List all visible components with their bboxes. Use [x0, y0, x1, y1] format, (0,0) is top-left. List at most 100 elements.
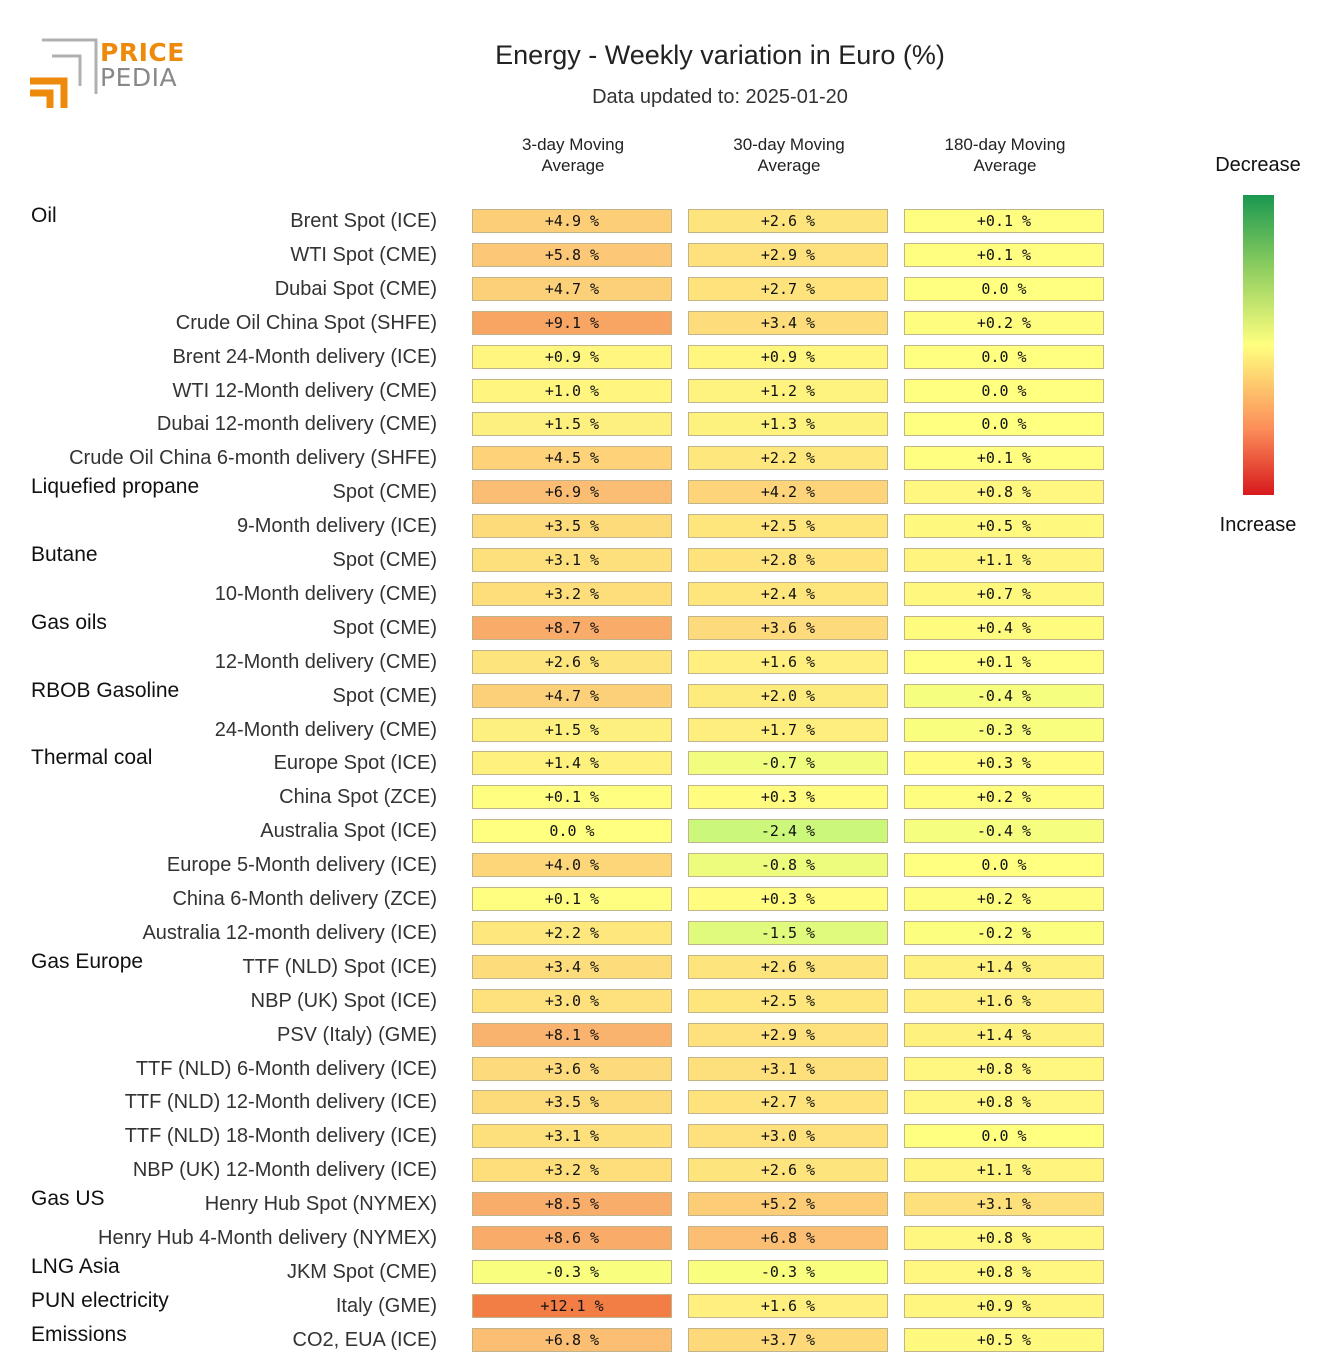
value-cell: -0.3 % — [688, 1259, 888, 1284]
value-cell: +1.7 % — [688, 717, 888, 742]
value-cell: +0.5 % — [904, 1327, 1104, 1352]
row-label: Henry Hub 4-Month delivery (NYMEX) — [98, 1227, 437, 1249]
value-cell: +2.7 % — [688, 1090, 888, 1115]
value-cell: +5.2 % — [688, 1192, 888, 1217]
value-cell: 0.0 % — [904, 344, 1104, 369]
value-cell: +0.9 % — [688, 344, 888, 369]
value-cell: +8.1 % — [472, 1022, 672, 1047]
value-cell: +8.7 % — [472, 615, 672, 640]
row-label: WTI Spot (CME) — [290, 243, 437, 266]
group-label: PUN electricity — [31, 1288, 169, 1312]
value-cell: +0.8 % — [904, 480, 1104, 505]
row-label: China 6-Month delivery (ZCE) — [172, 888, 437, 910]
group-label: RBOB Gasoline — [31, 678, 180, 702]
row-label: Europe Spot (ICE) — [273, 752, 437, 775]
column-header-line: Average — [757, 156, 821, 175]
value-cell: -0.7 % — [688, 751, 888, 776]
value-cell: +0.8 % — [904, 1090, 1104, 1115]
row-label: JKM Spot (CME) — [286, 1260, 437, 1283]
value-cell: +0.1 % — [904, 649, 1104, 674]
group-label: Oil — [31, 204, 57, 227]
value-cell: +2.6 % — [688, 209, 888, 233]
column-header-3day: 3-day Moving Average — [472, 134, 674, 176]
row-label: Australia Spot (ICE) — [260, 820, 437, 843]
value-cell: +1.4 % — [904, 954, 1104, 979]
value-cell: +3.7 % — [688, 1327, 888, 1352]
value-cell: +0.9 % — [472, 344, 672, 369]
value-cell: -0.8 % — [688, 853, 888, 878]
row-label: Italy (GME) — [335, 1294, 437, 1317]
value-cell: +0.7 % — [904, 581, 1104, 606]
logo-text-pedia: PEDIA — [100, 63, 178, 92]
column-header-line: 30-day Moving — [733, 135, 845, 154]
value-cell: +1.1 % — [904, 548, 1104, 572]
value-cell: +2.6 % — [688, 954, 888, 979]
group-label: LNG Asia — [31, 1254, 120, 1278]
value-cell: +0.8 % — [904, 1056, 1104, 1081]
value-cell: +2.2 % — [472, 920, 672, 945]
value-cell: +2.2 % — [688, 446, 888, 471]
column-header-line: Average — [973, 156, 1037, 175]
legend-color-scale — [1243, 195, 1274, 495]
column-header-30day: 30-day Moving Average — [688, 134, 890, 176]
value-cell: +3.0 % — [688, 1124, 888, 1149]
value-cell: +3.6 % — [472, 1056, 672, 1081]
legend-top-label: Decrease — [1215, 154, 1301, 176]
value-cell: +0.1 % — [472, 887, 672, 911]
row-label: Brent Spot (ICE) — [290, 210, 437, 232]
row-label: TTF (NLD) 12-Month delivery (ICE) — [124, 1091, 437, 1114]
logo-mark-icon — [30, 38, 98, 108]
column-header-line: 180-day Moving — [944, 135, 1066, 154]
value-cell: +3.4 % — [472, 954, 672, 979]
row-label: Crude Oil China Spot (SHFE) — [175, 311, 437, 334]
row-label: Australia 12-month delivery (ICE) — [142, 921, 437, 944]
value-cell: +0.3 % — [688, 887, 888, 911]
value-cell: +1.3 % — [688, 412, 888, 437]
row-label: TTF (NLD) 6-Month delivery (ICE) — [135, 1057, 437, 1080]
legend-bottom-label: Increase — [1219, 514, 1297, 536]
value-cell: +1.6 % — [904, 988, 1104, 1013]
value-cell: +1.5 % — [472, 412, 672, 437]
value-cell: +0.3 % — [904, 751, 1104, 776]
chart-subtitle: Data updated to: 2025-01-20 — [592, 86, 848, 108]
column-header-line: 3-day Moving — [521, 135, 625, 154]
value-cell: +0.1 % — [904, 209, 1104, 233]
value-cell: 0.0 % — [904, 276, 1104, 301]
group-label: Gas US — [31, 1187, 105, 1211]
value-cell: +0.9 % — [904, 1293, 1104, 1318]
value-cell: +9.1 % — [472, 310, 672, 335]
row-label: 10-Month delivery (CME) — [214, 582, 437, 605]
row-label: Dubai 12-month delivery (CME) — [156, 413, 437, 436]
value-cell: +6.8 % — [688, 1226, 888, 1250]
row-label: TTF (NLD) Spot (ICE) — [242, 955, 437, 978]
row-label: 12-Month delivery (CME) — [214, 650, 437, 673]
value-cell: +3.2 % — [472, 581, 672, 606]
value-cell: +1.1 % — [904, 1158, 1104, 1183]
column-header-line: Average — [541, 156, 605, 175]
value-cell: +0.2 % — [904, 887, 1104, 911]
value-cell: +0.1 % — [472, 785, 672, 810]
row-label: China Spot (ZCE) — [279, 786, 437, 809]
value-cell: +2.5 % — [688, 988, 888, 1013]
value-cell: +0.4 % — [904, 615, 1104, 640]
value-cell: +1.2 % — [688, 378, 888, 403]
value-cell: +4.9 % — [472, 209, 672, 233]
value-cell: +0.2 % — [904, 310, 1104, 335]
value-cell: +2.8 % — [688, 548, 888, 572]
row-label: Europe 5-Month delivery (ICE) — [166, 854, 437, 877]
group-label: Butane — [31, 543, 98, 566]
row-label: 24-Month delivery (CME) — [214, 718, 437, 741]
value-cell: 0.0 % — [904, 378, 1104, 403]
value-cell: +3.0 % — [472, 988, 672, 1013]
value-cell: +3.1 % — [472, 1124, 672, 1149]
row-label: Spot (CME) — [332, 684, 437, 707]
value-cell: +1.4 % — [472, 751, 672, 776]
value-cell: +2.9 % — [688, 1022, 888, 1047]
group-label: Liquefied propane — [31, 475, 200, 499]
value-cell: +3.1 % — [904, 1192, 1104, 1217]
value-cell: -2.4 % — [688, 819, 888, 844]
column-header-180day: 180-day Moving Average — [904, 134, 1106, 176]
row-label: 9-Month delivery (ICE) — [236, 515, 437, 538]
value-cell: +3.5 % — [472, 1090, 672, 1115]
value-cell: +4.2 % — [688, 480, 888, 505]
